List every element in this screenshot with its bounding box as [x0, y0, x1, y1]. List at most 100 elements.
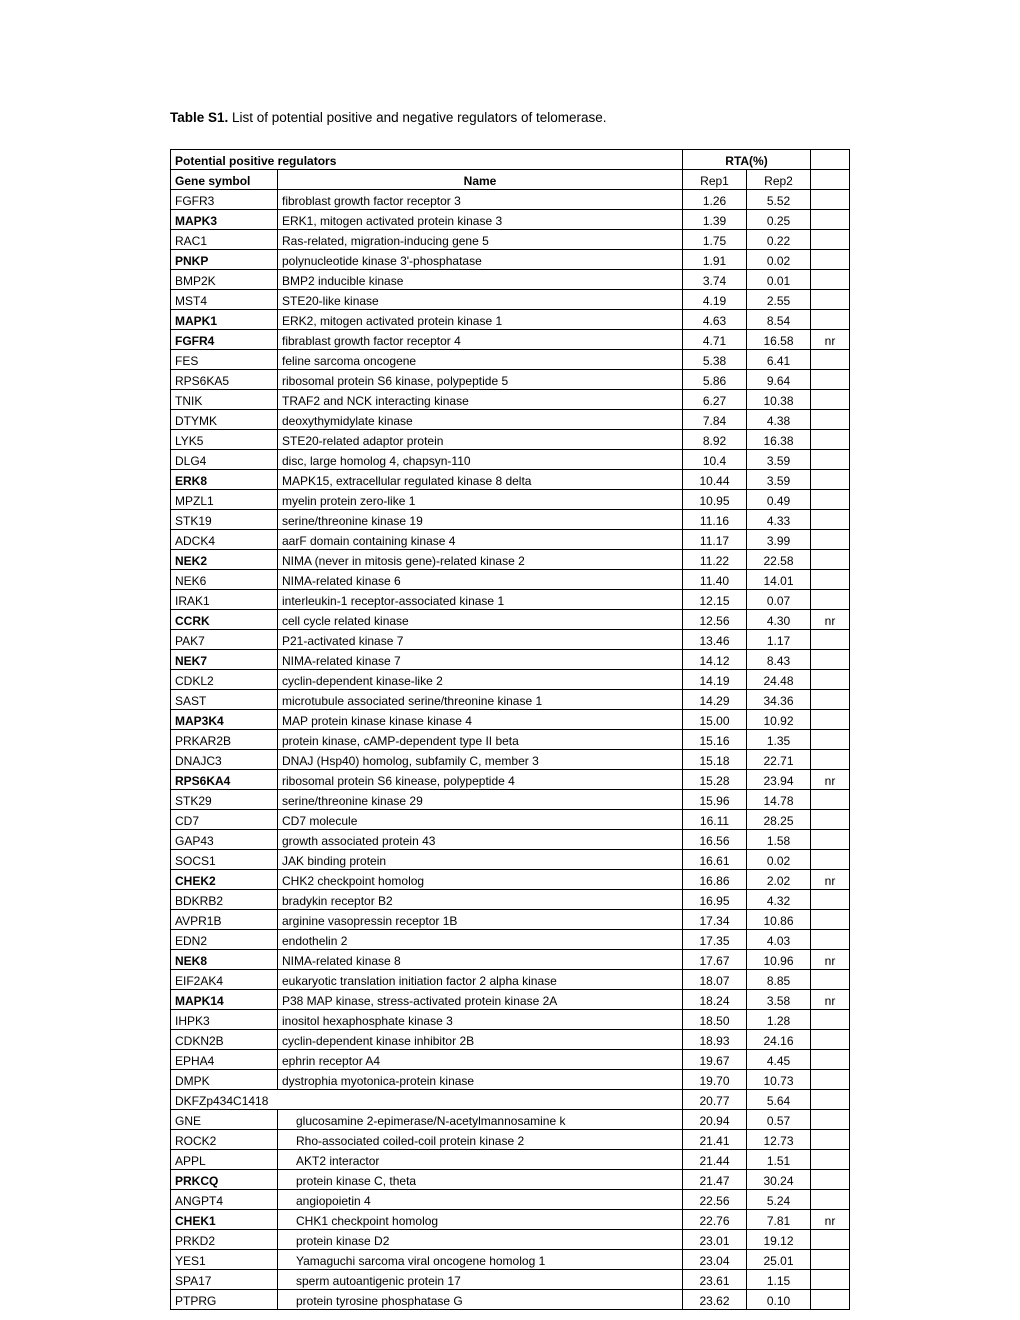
rep2-cell: 7.81 [747, 1210, 811, 1230]
name-cell: Yamaguchi sarcoma viral oncogene homolog… [278, 1250, 683, 1270]
name-cell: MAP protein kinase kinase kinase 4 [278, 710, 683, 730]
note-cell [811, 710, 850, 730]
rep2-cell: 0.10 [747, 1290, 811, 1310]
name-cell: glucosamine 2-epimerase/N-acetylmannosam… [278, 1110, 683, 1130]
name-cell: P38 MAP kinase, stress-activated protein… [278, 990, 683, 1010]
rep1-cell: 14.29 [683, 690, 747, 710]
note-header-blank2 [811, 170, 850, 190]
table-row: LYK5STE20-related adaptor protein8.9216.… [171, 430, 850, 450]
table-row: IHPK3inositol hexaphosphate kinase 318.5… [171, 1010, 850, 1030]
note-cell [811, 1090, 850, 1110]
rep2-cell: 10.86 [747, 910, 811, 930]
rep2-cell: 28.25 [747, 810, 811, 830]
note-cell [811, 310, 850, 330]
gene-cell: RPS6KA5 [171, 370, 278, 390]
rep2-cell: 4.32 [747, 890, 811, 910]
rep2-cell: 3.59 [747, 470, 811, 490]
gene-cell: PNKP [171, 250, 278, 270]
rep2-cell: 12.73 [747, 1130, 811, 1150]
rep1-header: Rep1 [683, 170, 747, 190]
table-row: GNEglucosamine 2-epimerase/N-acetylmanno… [171, 1110, 850, 1130]
note-cell [811, 850, 850, 870]
note-cell: nr [811, 1210, 850, 1230]
table-row: CDKN2Bcyclin-dependent kinase inhibitor … [171, 1030, 850, 1050]
table-row: SASTmicrotubule associated serine/threon… [171, 690, 850, 710]
table-row: GAP43growth associated protein 4316.561.… [171, 830, 850, 850]
rep2-cell: 4.38 [747, 410, 811, 430]
rep1-cell: 21.41 [683, 1130, 747, 1150]
gene-cell: CHEK2 [171, 870, 278, 890]
rep1-cell: 21.44 [683, 1150, 747, 1170]
rep1-cell: 1.91 [683, 250, 747, 270]
rep1-cell: 4.71 [683, 330, 747, 350]
rep2-cell: 6.41 [747, 350, 811, 370]
rep2-cell: 3.99 [747, 530, 811, 550]
rep1-cell: 17.35 [683, 930, 747, 950]
note-cell [811, 490, 850, 510]
note-cell [811, 250, 850, 270]
gene-cell: SAST [171, 690, 278, 710]
table-row: PTPRGprotein tyrosine phosphatase G23.62… [171, 1290, 850, 1310]
name-cell: TRAF2 and NCK interacting kinase [278, 390, 683, 410]
rep1-cell: 12.56 [683, 610, 747, 630]
name-cell: myelin protein zero-like 1 [278, 490, 683, 510]
gene-cell: CD7 [171, 810, 278, 830]
table-row: NEK8NIMA-related kinase 817.6710.96nr [171, 950, 850, 970]
name-cell: serine/threonine kinase 19 [278, 510, 683, 530]
name-cell: protein kinase, cAMP-dependent type II b… [278, 730, 683, 750]
rep2-cell: 0.01 [747, 270, 811, 290]
gene-cell: PRKD2 [171, 1230, 278, 1250]
gene-cell: EDN2 [171, 930, 278, 950]
gene-cell: NEK6 [171, 570, 278, 590]
gene-cell: CDKN2B [171, 1030, 278, 1050]
note-cell [811, 1050, 850, 1070]
rep1-cell: 8.92 [683, 430, 747, 450]
rep1-cell: 16.86 [683, 870, 747, 890]
note-cell: nr [811, 870, 850, 890]
gene-cell: ROCK2 [171, 1130, 278, 1150]
gene-cell: IHPK3 [171, 1010, 278, 1030]
rep2-cell: 14.78 [747, 790, 811, 810]
gene-cell: PAK7 [171, 630, 278, 650]
name-cell: sperm autoantigenic protein 17 [278, 1270, 683, 1290]
note-cell [811, 370, 850, 390]
rep1-cell: 16.56 [683, 830, 747, 850]
table-row: PRKCQprotein kinase C, theta21.4730.24 [171, 1170, 850, 1190]
gene-cell: MAPK3 [171, 210, 278, 230]
table-row: CDKL2cyclin-dependent kinase-like 214.19… [171, 670, 850, 690]
rep2-cell: 3.59 [747, 450, 811, 470]
table-body: FGFR3fibroblast growth factor receptor 3… [171, 190, 850, 1310]
name-cell: Rho-associated coiled-coil protein kinas… [278, 1130, 683, 1150]
rep1-cell: 15.18 [683, 750, 747, 770]
rep1-cell: 20.77 [683, 1090, 747, 1110]
gene-cell: ERK8 [171, 470, 278, 490]
rep2-cell: 8.85 [747, 970, 811, 990]
rep2-cell: 23.94 [747, 770, 811, 790]
gene-cell: GAP43 [171, 830, 278, 850]
rep1-cell: 17.67 [683, 950, 747, 970]
gene-cell: FGFR4 [171, 330, 278, 350]
gene-cell: MAP3K4 [171, 710, 278, 730]
table-row: PAK7P21-activated kinase 713.461.17 [171, 630, 850, 650]
rep1-cell: 11.16 [683, 510, 747, 530]
gene-cell: MAPK1 [171, 310, 278, 330]
rep2-cell: 19.12 [747, 1230, 811, 1250]
name-cell: ribosomal protein S6 kinase, polypeptide… [278, 370, 683, 390]
gene-cell: BMP2K [171, 270, 278, 290]
name-header: Name [278, 170, 683, 190]
note-cell [811, 730, 850, 750]
rep2-cell: 22.58 [747, 550, 811, 570]
rep1-cell: 3.74 [683, 270, 747, 290]
name-cell: MAPK15, extracellular regulated kinase 8… [278, 470, 683, 490]
name-cell: cyclin-dependent kinase inhibitor 2B [278, 1030, 683, 1050]
note-cell [811, 470, 850, 490]
name-cell: protein kinase C, theta [278, 1170, 683, 1190]
rep1-cell: 16.11 [683, 810, 747, 830]
name-cell: STE20-like kinase [278, 290, 683, 310]
note-cell: nr [811, 770, 850, 790]
table-row: APPLAKT2 interactor21.441.51 [171, 1150, 850, 1170]
table-row: ADCK4aarF domain containing kinase 411.1… [171, 530, 850, 550]
table-row: RPS6KA5ribosomal protein S6 kinase, poly… [171, 370, 850, 390]
rep2-cell: 22.71 [747, 750, 811, 770]
name-cell: NIMA-related kinase 8 [278, 950, 683, 970]
